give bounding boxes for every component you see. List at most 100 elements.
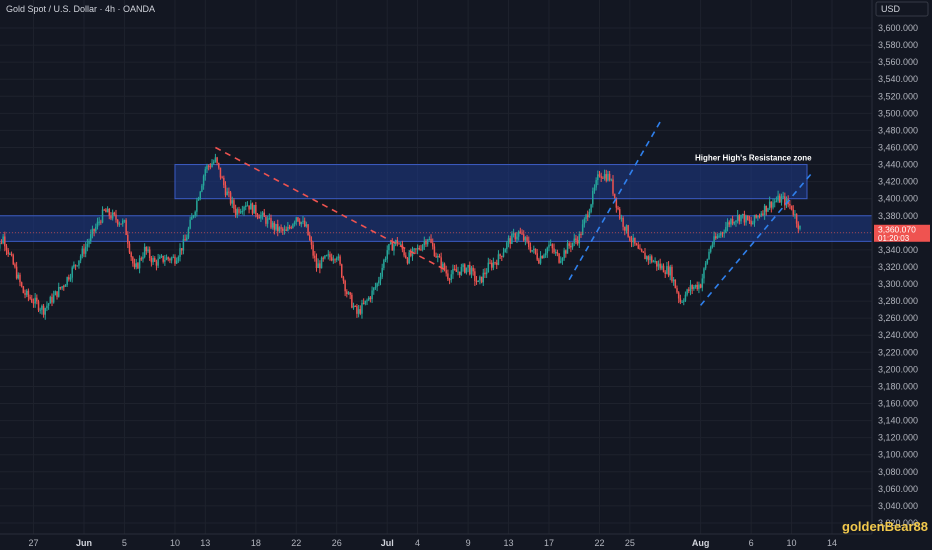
y-tick-label: 3,320.000	[878, 262, 918, 272]
candle-body	[157, 258, 159, 266]
candle-body	[283, 229, 286, 231]
candle-body	[760, 213, 762, 216]
candle-body	[588, 211, 591, 218]
candle-body	[292, 224, 294, 228]
candle-body	[669, 266, 672, 276]
x-tick-label: 14	[827, 538, 837, 548]
candle-body	[36, 297, 38, 302]
candle-body	[622, 217, 624, 227]
candle-body	[452, 268, 454, 275]
candle-body	[130, 252, 132, 258]
candle-body	[366, 300, 368, 302]
candle-body	[24, 293, 26, 295]
candle-body	[539, 256, 542, 264]
candle-body	[42, 305, 45, 315]
candle-body	[381, 267, 383, 277]
candle-body	[367, 297, 370, 301]
trendline-1	[568, 121, 661, 281]
candle-body	[371, 290, 373, 300]
candle-body	[470, 267, 473, 275]
candle-body	[509, 238, 511, 244]
candle-body	[303, 220, 306, 227]
candle-body	[396, 240, 399, 244]
x-tick-label: 18	[251, 538, 261, 548]
candle-body	[229, 192, 232, 204]
candle-body	[347, 292, 350, 295]
candle-body	[138, 258, 141, 269]
candle-body	[175, 260, 178, 264]
candle-body	[597, 174, 599, 181]
candle-body	[352, 305, 355, 308]
candle-body	[686, 289, 688, 295]
candle-body	[674, 279, 677, 289]
candle-body	[315, 257, 318, 269]
candle-body	[639, 248, 641, 250]
y-tick-label: 3,040.000	[878, 501, 918, 511]
candle-body	[298, 221, 301, 225]
price-axis-bg	[872, 0, 932, 550]
candle-body	[435, 256, 437, 258]
y-tick-label: 3,340.000	[878, 245, 918, 255]
y-tick-label: 3,460.000	[878, 142, 918, 152]
candle-body	[672, 279, 675, 282]
candle-body	[529, 246, 532, 252]
candle-body	[726, 222, 729, 227]
x-tick-label: 4	[415, 538, 420, 548]
candle-body	[236, 209, 239, 215]
candle-body	[9, 253, 11, 255]
candle-body	[27, 290, 30, 297]
candle-body	[480, 276, 483, 283]
candle-body	[256, 214, 259, 217]
candle-body	[160, 255, 163, 257]
candle-body	[650, 256, 653, 262]
candle-body	[745, 215, 747, 223]
x-tick-label: 13	[504, 538, 514, 548]
candle-body	[37, 301, 40, 311]
candle-body	[290, 227, 292, 229]
candle-body	[763, 205, 766, 216]
candle-body	[32, 302, 35, 304]
x-tick-label: 10	[787, 538, 797, 548]
candle-body	[374, 286, 377, 288]
candle-body	[255, 204, 257, 215]
candle-body	[656, 260, 658, 267]
candle-body	[258, 216, 260, 219]
y-tick-label: 3,200.000	[878, 364, 918, 374]
candle-body	[312, 244, 314, 256]
candle-body	[68, 277, 70, 280]
candle-body	[204, 169, 207, 177]
candle-body	[120, 223, 122, 225]
candle-body	[415, 248, 417, 250]
candle-body	[379, 276, 382, 281]
candle-body	[524, 237, 527, 241]
candle-body	[635, 243, 638, 246]
candle-body	[698, 284, 700, 290]
candle-body	[300, 222, 303, 225]
candle-body	[736, 215, 739, 221]
candle-body	[317, 263, 319, 269]
candle-body	[342, 277, 345, 281]
candle-body	[31, 298, 33, 303]
x-tick-label: Aug	[692, 538, 710, 548]
candle-body	[428, 239, 431, 241]
candle-body	[733, 222, 736, 224]
candle-body	[595, 180, 597, 188]
trendline-2	[699, 172, 813, 306]
candle-body	[647, 256, 650, 261]
candle-body	[69, 277, 72, 280]
candle-body	[179, 248, 181, 257]
candle-body	[667, 266, 670, 276]
candle-body	[561, 258, 564, 261]
candle-body	[583, 219, 586, 225]
candle-body	[554, 252, 557, 254]
y-tick-label: 3,240.000	[878, 330, 918, 340]
candle-body	[346, 291, 348, 295]
candle-body	[142, 256, 144, 260]
candle-body	[610, 179, 613, 181]
candle-body	[642, 251, 645, 253]
candle-body	[34, 297, 36, 304]
candle-body	[511, 233, 513, 244]
candle-body	[162, 255, 164, 262]
candle-body	[421, 245, 424, 250]
